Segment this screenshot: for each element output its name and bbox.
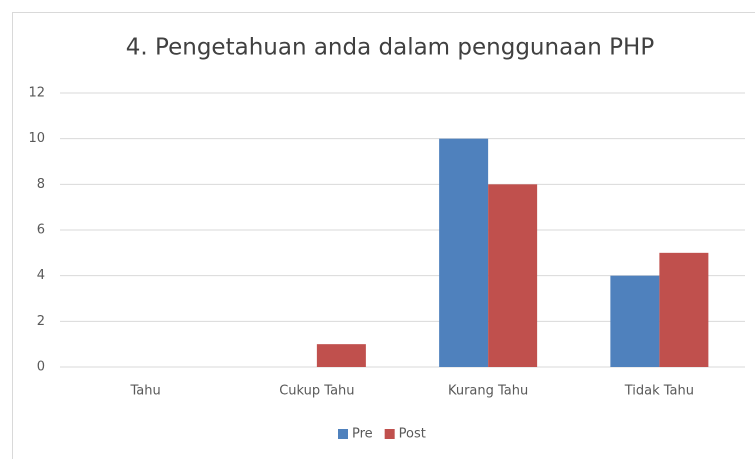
legend-label: Post bbox=[399, 427, 426, 442]
x-tick-label: Tidak Tahu bbox=[624, 384, 694, 399]
y-tick-label: 4 bbox=[37, 268, 45, 283]
bar bbox=[659, 252, 709, 367]
y-tick-label: 2 bbox=[37, 314, 45, 329]
bar bbox=[610, 275, 660, 367]
legend-swatch bbox=[384, 429, 395, 439]
chart-title: 4. Pengetahuan anda dalam penggunaan PHP bbox=[126, 35, 655, 61]
y-tick-label: 0 bbox=[37, 360, 45, 375]
y-tick-label: 12 bbox=[28, 86, 45, 101]
y-tick-label: 8 bbox=[37, 177, 45, 192]
legend-label: Pre bbox=[352, 427, 373, 442]
chart-border bbox=[12, 12, 755, 459]
bar bbox=[316, 344, 366, 367]
bar bbox=[488, 184, 538, 367]
y-tick-label: 10 bbox=[28, 131, 45, 146]
x-tick-label: Cukup Tahu bbox=[279, 384, 354, 399]
bar bbox=[439, 138, 489, 367]
x-tick-label: Tahu bbox=[130, 384, 161, 399]
y-tick-label: 6 bbox=[37, 223, 45, 238]
legend-swatch bbox=[338, 429, 348, 439]
x-tick-label: Kurang Tahu bbox=[448, 384, 528, 399]
